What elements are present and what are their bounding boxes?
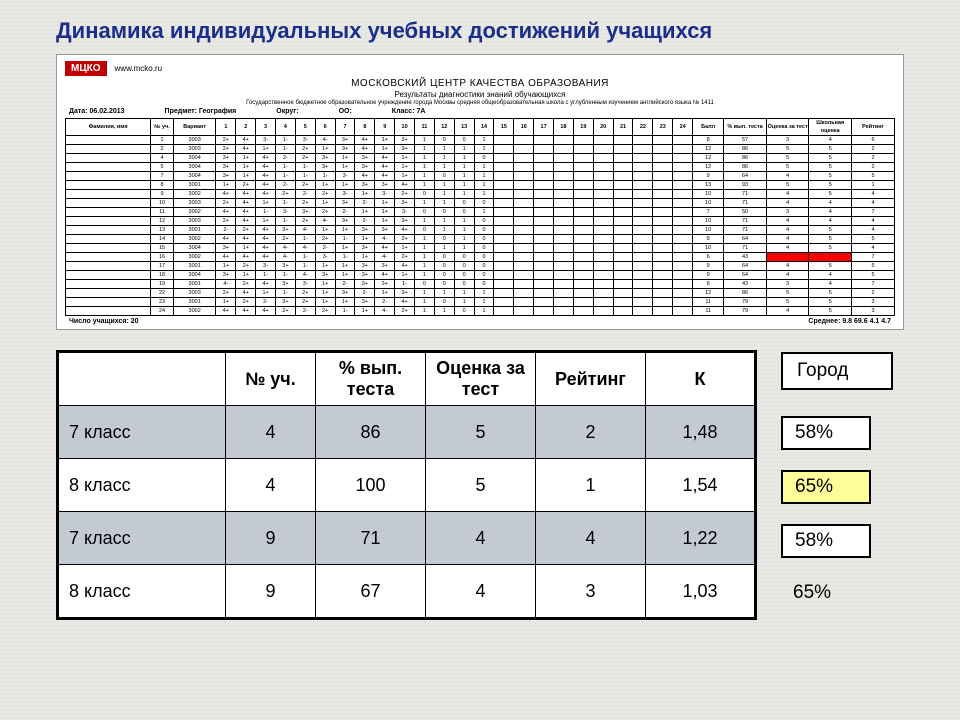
grid-header: 9	[375, 119, 395, 136]
grid-header: № уч.	[151, 119, 174, 136]
grid-row: 1030032+4+1+1-2+1+3+2-1+3+11001071444	[66, 199, 895, 208]
grid-row: 1630024+4+4+4-1-3-1-1+4-2+10006437	[66, 253, 895, 262]
grid-header: 10	[395, 119, 415, 136]
pct-value: 65%	[781, 578, 867, 608]
summary-label: 8 класс	[58, 565, 226, 619]
grid-header: 12	[434, 119, 454, 136]
grid-header: 6	[315, 119, 335, 136]
doc-footer: Число учащихся: 20 Среднее: 9.8 69.6 4.1…	[65, 318, 895, 325]
grid-header: 13	[454, 119, 474, 136]
pct-value-box: 58%	[781, 524, 871, 558]
pct-value-box: 58%	[781, 416, 871, 450]
grid-row: 1830043+1+1-1-4-3+1+3+4+1+1000964445	[66, 271, 895, 280]
grid-header: 3	[256, 119, 276, 136]
grid-header: 7	[335, 119, 355, 136]
grid-row: 930024+4+4+2+2-2+3-1+3-2+01111071454	[66, 190, 895, 199]
summary-header-row: № уч.% вып.тестаОценка затестРейтингК	[58, 352, 756, 406]
summary-row: 7 класс486521,48	[58, 406, 756, 459]
grid-header: 21	[613, 119, 633, 136]
grid-row: 1930014-2+4+3+3-1+2-3+3+1-0000643347	[66, 280, 895, 289]
grid-row: 2230032+4+1+1-2+1+3+2-1+3+11111286552	[66, 289, 895, 298]
grid-row: 1530043+1+4+4-4-2-1+3+4+1+11101071454	[66, 244, 895, 253]
grid-header: 24	[673, 119, 693, 136]
pct-value-box: 65%	[781, 470, 871, 504]
summary-header: К	[646, 352, 756, 406]
grid-header: 14	[474, 119, 494, 136]
summary-table: № уч.% вып.тестаОценка затестРейтингК7 к…	[56, 350, 757, 620]
grid-header: Оценка за тест	[766, 119, 809, 136]
grid-header: % вып. теста	[724, 119, 767, 136]
summary-header: % вып.теста	[316, 352, 426, 406]
summary-row: 7 класс971441,22	[58, 512, 756, 565]
summary-row: 8 класс4100511,54	[58, 459, 756, 512]
grid-row: 430043+1+4+2-2+3+1+3+4+1+11101286552	[66, 154, 895, 163]
logo-badge: МЦКО	[65, 61, 107, 76]
city-label-box: Город	[781, 352, 893, 390]
grid-header: 2	[236, 119, 256, 136]
grid-header: 4	[276, 119, 296, 136]
grid-header: 1	[216, 119, 236, 136]
side-column: Город 58% 65% 58% 65%	[781, 350, 893, 608]
summary-header	[58, 352, 226, 406]
grid-row: 530043+1+4+1-1-3+1+3+4+1+11111286552	[66, 163, 895, 172]
summary-label: 7 класс	[58, 512, 226, 565]
summary-header: Рейтинг	[536, 352, 646, 406]
grid-header: Рейтинг	[852, 119, 895, 136]
summary-header: № уч.	[226, 352, 316, 406]
grid-header: 5	[295, 119, 315, 136]
grid-row: 1130024+4+1-3-3+2+2-1+1+3-0001750347	[66, 208, 895, 217]
summary-row: 8 класс967431,03	[58, 565, 756, 619]
grid-header: 16	[514, 119, 534, 136]
grid-header: 15	[494, 119, 514, 136]
grid-row: 130032+4+3-1-3-4-3+4+1+3+1001857346	[66, 136, 895, 145]
grid-header: 23	[653, 119, 673, 136]
doc-heading-1: МОСКОВСКИЙ ЦЕНТР КАЧЕСТВА ОБРАЗОВАНИЯ	[65, 78, 895, 89]
grid-row: 830011+2+4+2-2+1+1+3+3+4+11111393551	[66, 181, 895, 190]
grid-header: 22	[633, 119, 653, 136]
grid-row: 1730011+2+3-3+1-1+1+3+3+4+1000964455	[66, 262, 895, 271]
grid-header: Вариант	[173, 119, 216, 136]
summary-header: Оценка затест	[426, 352, 536, 406]
grid-row: 1230032+4+1+1-2+4-3+2-1+3+11101071444	[66, 217, 895, 226]
summary-label: 8 класс	[58, 459, 226, 512]
summary-label: 7 класс	[58, 406, 226, 459]
grid-header: Школьная оценка	[809, 119, 852, 136]
grid-row: 1430024+4+4+2+1-2+1-1+4-2+1010964455	[66, 235, 895, 244]
doc-url: www.mcko.ru	[115, 64, 163, 73]
grid-header: 11	[415, 119, 435, 136]
grid-row: 1330012-2+4+3+4-1+1+3+3+4+01101071454	[66, 226, 895, 235]
grid-row: 2330011+2+2-3+2+1+1+3+2-4+10111179553	[66, 298, 895, 307]
grid-header: 18	[554, 119, 574, 136]
doc-heading-2: Результаты диагностики знаний обучающихс…	[65, 90, 895, 99]
grid-row: 230032+4+1+1-2+1+3+4+1+3+11111286552	[66, 145, 895, 154]
grid-header: 17	[534, 119, 554, 136]
grid-row: 2430024+4+4+2+2-2+1-1+4-2+11011179453	[66, 307, 895, 316]
page-title: Динамика индивидуальных учебных достижен…	[0, 0, 960, 54]
document-area: МЦКО www.mcko.ru МОСКОВСКИЙ ЦЕНТР КАЧЕСТ…	[56, 54, 904, 330]
doc-subtitle: Государственное бюджетное образовательно…	[65, 100, 895, 106]
grid-header: Фамилия, имя	[66, 119, 151, 136]
grid-header: 8	[355, 119, 375, 136]
grid-header: Балл	[693, 119, 724, 136]
grid-row: 730043+1+4+1-1-1-3-4+4+1+1011964455	[66, 172, 895, 181]
grid-header: 20	[593, 119, 613, 136]
grid-header: 19	[573, 119, 593, 136]
doc-meta-row: Дата: 06.02.2013 Предмет: География Окру…	[69, 108, 895, 115]
detail-grid-table: Фамилия, имя№ уч.Вариант1234567891011121…	[65, 118, 895, 316]
